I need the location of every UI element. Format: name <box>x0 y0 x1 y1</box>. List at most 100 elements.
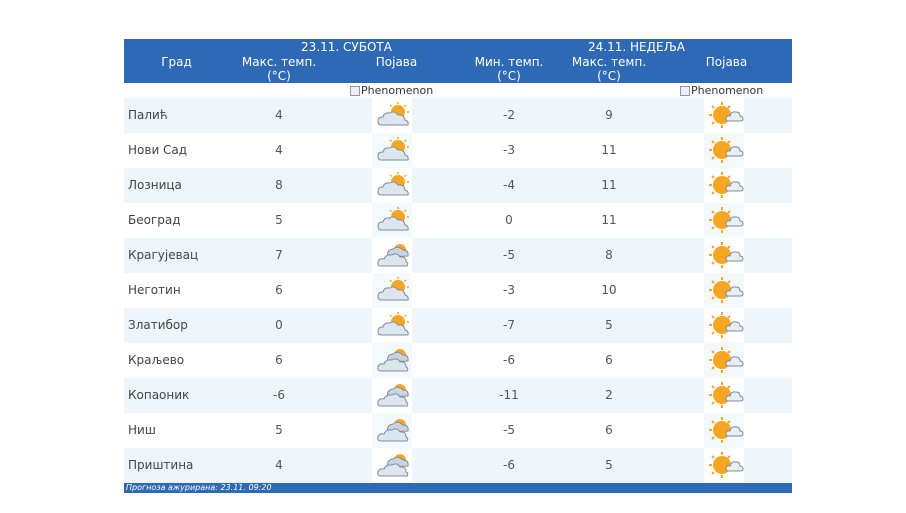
phenomenon-day2 <box>704 308 744 343</box>
col-min-temp-2: Мин. темп. (°C) <box>464 55 554 83</box>
col-min-temp-2-label: Мин. темп. <box>474 55 544 69</box>
phenomenon-day2 <box>704 133 744 168</box>
phenomenon-day1 <box>372 273 412 308</box>
phenomenon-day1 <box>372 343 412 378</box>
table-row: Приштина 4 -6 5 <box>124 448 792 483</box>
phenomenon-day1 <box>372 133 412 168</box>
phenomenon-day1 <box>372 413 412 448</box>
phenomenon-day1 <box>372 448 412 483</box>
city-name: Неготин <box>128 283 181 297</box>
table-row: Београд 5 0 11 <box>124 203 792 238</box>
max-temp-day1: -6 <box>273 388 285 402</box>
min-temp-day2: -3 <box>503 143 515 157</box>
phenomenon-day1 <box>372 238 412 273</box>
phenomenon-alt-text-1: Phenomenon <box>361 84 434 97</box>
col-phenom-1: Појава <box>375 55 418 69</box>
min-temp-day2: -5 <box>503 248 515 262</box>
col-city: Град <box>161 55 192 69</box>
col-max-temp-1-label: Макс. темп. <box>241 55 317 69</box>
min-temp-day2: -4 <box>503 178 515 192</box>
max-temp-day1: 5 <box>275 423 283 437</box>
phenomenon-day2 <box>704 273 744 308</box>
table-row: Лозница 8 -4 11 <box>124 168 792 203</box>
update-footer: Прогноза ажурирана: 23.11. 09:20 <box>124 483 792 493</box>
phenomenon-day2 <box>704 203 744 238</box>
city-name: Приштина <box>128 458 194 472</box>
col-min-temp-2-unit: (°C) <box>497 69 521 83</box>
min-temp-day2: -6 <box>503 353 515 367</box>
max-temp-day2: 10 <box>601 283 617 297</box>
max-temp-day1: 4 <box>275 108 283 122</box>
phenomenon-day1 <box>372 168 412 203</box>
phenomenon-day1 <box>372 308 412 343</box>
max-temp-day1: 6 <box>275 353 283 367</box>
min-temp-day2: -6 <box>503 458 515 472</box>
col-max-temp-2-label: Макс. темп. <box>571 55 647 69</box>
min-temp-day2: -11 <box>499 388 519 402</box>
phenomenon-broken-image-2: Phenomenon <box>680 84 763 97</box>
phenomenon-alt-text-2: Phenomenon <box>691 84 764 97</box>
max-temp-day2: 11 <box>601 178 617 192</box>
city-name: Нови Сад <box>128 143 188 157</box>
day2-date: 24.11. НЕДЕЉА <box>588 40 685 54</box>
city-name: Златибор <box>128 318 188 332</box>
phenomenon-day2 <box>704 448 744 483</box>
max-temp-day1: 5 <box>275 213 283 227</box>
max-temp-day2: 11 <box>601 213 617 227</box>
table-row: Палић 4 -2 9 <box>124 98 792 133</box>
col-phenom-2: Појава <box>705 55 748 69</box>
max-temp-day1: 0 <box>275 318 283 332</box>
table-row: Краљево 6 -6 6 <box>124 343 792 378</box>
max-temp-day1: 6 <box>275 283 283 297</box>
city-name: Крагујевац <box>128 248 199 262</box>
max-temp-day2: 6 <box>605 423 613 437</box>
col-max-temp-2-unit: (°C) <box>597 69 621 83</box>
phenomenon-day2 <box>704 238 744 273</box>
col-max-temp-2: Макс. темп. (°C) <box>564 55 654 83</box>
city-name: Краљево <box>128 353 185 367</box>
min-temp-day2: -2 <box>503 108 515 122</box>
max-temp-day2: 8 <box>605 248 613 262</box>
phenomenon-image-row: Phenomenon Phenomenon <box>124 83 792 98</box>
max-temp-day1: 7 <box>275 248 283 262</box>
phenomenon-day2 <box>704 168 744 203</box>
city-name: Ниш <box>128 423 156 437</box>
max-temp-day2: 6 <box>605 353 613 367</box>
max-temp-day1: 8 <box>275 178 283 192</box>
min-temp-day2: -5 <box>503 423 515 437</box>
table-row: Копаоник -6 -11 2 <box>124 378 792 413</box>
day1-date: 23.11. СУБОТА <box>301 40 392 54</box>
phenomenon-day2 <box>704 413 744 448</box>
phenomenon-broken-image-1: Phenomenon <box>350 84 433 97</box>
max-temp-day2: 11 <box>601 143 617 157</box>
forecast-table: 23.11. СУБОТА 24.11. НЕДЕЉА Град Макс. т… <box>124 39 792 493</box>
col-max-temp-1: Макс. темп. (°C) <box>234 55 324 83</box>
phenomenon-day2 <box>704 98 744 133</box>
min-temp-day2: -7 <box>503 318 515 332</box>
table-row: Крагујевац 7 -5 8 <box>124 238 792 273</box>
phenomenon-day2 <box>704 378 744 413</box>
max-temp-day2: 2 <box>605 388 613 402</box>
table-row: Неготин 6 -3 10 <box>124 273 792 308</box>
table-row: Нови Сад 4 -3 11 <box>124 133 792 168</box>
broken-image-icon <box>350 85 360 96</box>
min-temp-day2: 0 <box>505 213 513 227</box>
table-row: Ниш 5 -5 6 <box>124 413 792 448</box>
city-name: Копаоник <box>128 388 190 402</box>
table-row: Златибор 0 -7 5 <box>124 308 792 343</box>
max-temp-day2: 5 <box>605 458 613 472</box>
broken-image-icon <box>680 85 690 96</box>
phenomenon-day1 <box>372 98 412 133</box>
city-name: Београд <box>128 213 181 227</box>
city-name: Лозница <box>128 178 182 192</box>
city-name: Палић <box>128 108 168 122</box>
max-temp-day2: 9 <box>605 108 613 122</box>
max-temp-day1: 4 <box>275 143 283 157</box>
max-temp-day1: 4 <box>275 458 283 472</box>
col-max-temp-1-unit: (°C) <box>267 69 291 83</box>
max-temp-day2: 5 <box>605 318 613 332</box>
phenomenon-day1 <box>372 203 412 238</box>
min-temp-day2: -3 <box>503 283 515 297</box>
table-header: 23.11. СУБОТА 24.11. НЕДЕЉА Град Макс. т… <box>124 39 792 83</box>
phenomenon-day1 <box>372 378 412 413</box>
